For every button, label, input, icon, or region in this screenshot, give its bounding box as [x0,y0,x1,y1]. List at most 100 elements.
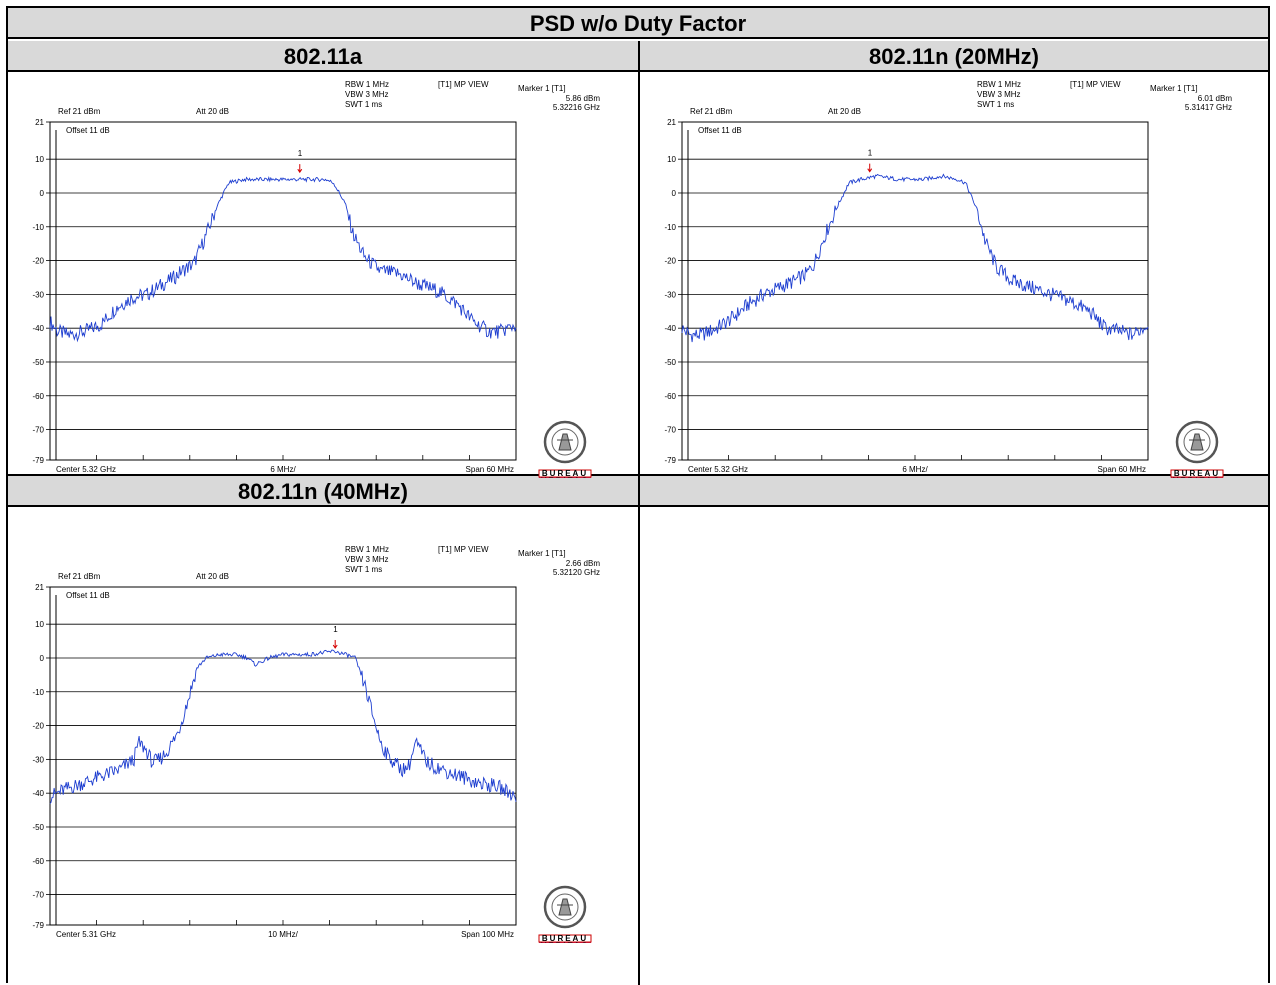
row-divider-top [8,474,1268,476]
marker-1-label: 1 [298,149,303,158]
column-title-802-11a: 802.11a [8,41,638,72]
attenuation: Att 20 dB [196,572,229,581]
logo-veritas-text: VERITAS [1173,477,1221,479]
y-tick-label: -50 [32,823,44,832]
swt-label: SWT 1 ms [345,100,382,109]
marker-1-arrow [297,164,303,174]
logo-veritas-text: VERITAS [541,942,589,944]
column-title-802-11n-20mhz: 802.11n (20MHz) [640,41,1268,72]
y-tick-label: -70 [664,426,676,435]
marker-title: Marker 1 [T1] [518,549,566,558]
spectrum-trace [681,173,1149,343]
y-tick-label: -79 [32,456,44,465]
reference-level: Ref 21 dBm [58,107,101,116]
y-tick-label: -40 [32,324,44,333]
logo-bureau-text: BUREAU [542,469,588,478]
y-tick-label: -70 [32,426,44,435]
trace-label: [T1] MP VIEW [438,80,489,89]
column-title-802-11n-40mhz: 802.11n (40MHz) [8,476,638,507]
offset-label: Offset 11 dB [698,126,742,135]
trace-label: [T1] MP VIEW [438,545,489,554]
y-tick-label: -60 [32,857,44,866]
table-title: PSD w/o Duty Factor [8,8,1268,39]
frequency-per-division: 10 MHz/ [268,930,299,939]
y-tick-label: -40 [664,324,676,333]
spectrum-plot-802-11n-20mhz: RBW 1 MHz VBW 3 MHz SWT 1 ms [T1] MP VIEW Ma… [650,78,1242,478]
rbw-label: RBW 1 MHz [345,545,389,554]
center-frequency: Center 5.32 GHz [688,465,748,474]
marker-frequency: 5.32120 GHz [553,568,600,577]
y-tick-label: -70 [32,891,44,900]
center-frequency: Center 5.32 GHz [56,465,116,474]
y-tick-label: -10 [32,223,44,232]
y-tick-label: 0 [40,189,45,198]
marker-1-label: 1 [333,625,338,634]
offset-label: Offset 11 dB [66,591,110,600]
y-tick-label: -79 [664,456,676,465]
logo-seal-figure [1189,433,1205,451]
y-tick-label: 21 [667,118,676,127]
y-tick-label: 0 [672,189,677,198]
reference-level: Ref 21 dBm [58,572,101,581]
marker-level: 2.66 dBm [566,559,601,568]
offset-label: Offset 11 dB [66,126,110,135]
logo-veritas-band [1171,477,1223,478]
spectrum-plot-802-11a: RBW 1 MHz VBW 3 MHz SWT 1 ms [T1] MP VIEW Ma… [18,78,610,478]
y-tick-label: -20 [664,257,676,266]
frequency-per-division: 6 MHz/ [902,465,928,474]
span-label: Span 100 MHz [461,930,514,939]
marker-level: 5.86 dBm [566,94,601,103]
bureau-veritas-logo: BUREAUVERITAS [538,420,592,479]
attenuation: Att 20 dB [196,107,229,116]
marker-title: Marker 1 [T1] [518,84,566,93]
y-tick-label: -60 [32,392,44,401]
y-tick-label: 10 [35,620,44,629]
center-frequency: Center 5.31 GHz [56,930,116,939]
logo-veritas-text: VERITAS [541,477,589,479]
logo-bureau-text: BUREAU [1174,469,1220,478]
y-tick-label: -30 [32,755,44,764]
swt-label: SWT 1 ms [977,100,1014,109]
column-divider [638,41,640,985]
y-tick-label: 10 [35,155,44,164]
marker-level: 6.01 dBm [1198,94,1233,103]
spectrum-trace [49,649,517,804]
marker-frequency: 5.31417 GHz [1185,103,1232,112]
frequency-per-division: 6 MHz/ [270,465,296,474]
marker-1-label: 1 [868,149,873,158]
y-tick-label: 21 [35,583,44,592]
y-tick-label: -30 [664,290,676,299]
y-tick-label: -50 [664,358,676,367]
logo-veritas-band [539,477,591,478]
logo-veritas-band [539,942,591,943]
span-label: Span 60 MHz [1098,465,1146,474]
y-tick-label: 10 [667,155,676,164]
spectrum-plot-802-11n-40mhz: RBW 1 MHz VBW 3 MHz SWT 1 ms [T1] MP VIEW Ma… [18,543,610,943]
reference-level: Ref 21 dBm [690,107,733,116]
vbw-label: VBW 3 MHz [345,555,389,564]
logo-bureau-text: BUREAU [542,934,588,943]
bureau-veritas-logo: BUREAUVERITAS [1170,420,1224,479]
span-label: Span 60 MHz [466,465,514,474]
y-tick-label: -40 [32,789,44,798]
y-tick-label: 0 [40,654,45,663]
logo-seal-figure [557,898,573,916]
y-tick-label: -60 [664,392,676,401]
y-tick-label: -10 [32,688,44,697]
vbw-label: VBW 3 MHz [977,90,1021,99]
trace-label: [T1] MP VIEW [1070,80,1121,89]
rbw-label: RBW 1 MHz [977,80,1021,89]
marker-1-arrow [332,639,338,649]
marker-title: Marker 1 [T1] [1150,84,1198,93]
empty-column-title [640,476,1268,507]
y-tick-label: -10 [664,223,676,232]
y-tick-label: -50 [32,358,44,367]
attenuation: Att 20 dB [828,107,861,116]
logo-seal-figure [557,433,573,451]
y-tick-label: -79 [32,921,44,930]
plot-area [681,121,1149,461]
plot-area [49,121,517,461]
